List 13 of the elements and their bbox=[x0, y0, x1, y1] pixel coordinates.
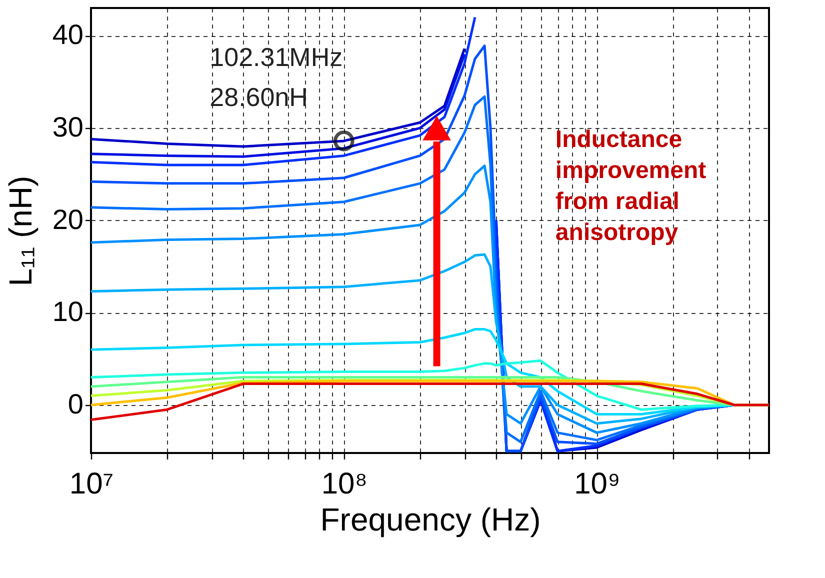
annotation: 28.60nH bbox=[210, 82, 308, 112]
x-axis-title: Frequency (Hz) bbox=[320, 502, 541, 538]
y-tick-label: 30 bbox=[52, 112, 84, 143]
y-tick-label: 0 bbox=[68, 388, 84, 420]
annotation: 102.31MHz bbox=[210, 42, 343, 72]
y-tick-label: 40 bbox=[52, 19, 84, 50]
y-tick-label: 10 bbox=[52, 296, 84, 328]
annotation: Inductance improvement from radial anisotropy bbox=[555, 126, 706, 246]
y-tick-label: 20 bbox=[52, 204, 84, 235]
y-axis-title: L₁₁ (nH) bbox=[2, 176, 38, 286]
x-tick-label: 10⁹ bbox=[574, 468, 620, 500]
x-tick-label: 10⁸ bbox=[321, 468, 368, 500]
x-tick-label: 10⁷ bbox=[69, 468, 114, 500]
